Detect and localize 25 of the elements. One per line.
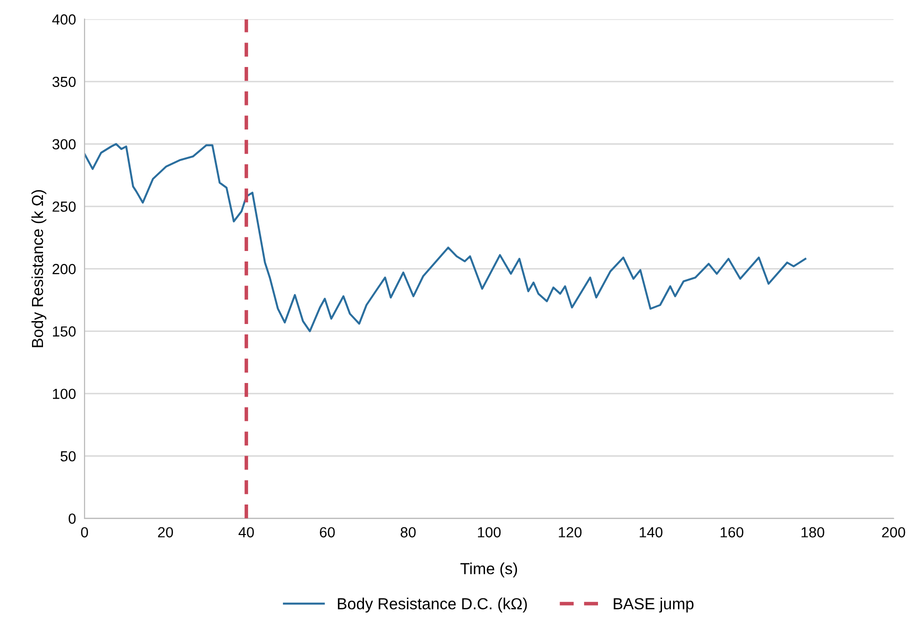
y-tick-label: 150	[52, 326, 76, 337]
x-axis-title: Time (s)	[460, 562, 518, 578]
y-tick-label: 0	[68, 514, 76, 524]
y-tick-label: 300	[52, 139, 76, 150]
y-tick-label: 200	[52, 264, 76, 274]
x-tick-label: 80	[400, 527, 416, 538]
y-tick-label: 350	[52, 76, 76, 88]
x-tick-label: 200	[882, 527, 906, 538]
y-tick-label: 50	[60, 451, 76, 462]
legend-label: BASE jump	[614, 598, 694, 613]
x-tick-label: 60	[320, 527, 335, 538]
x-tick-label: 40	[238, 527, 254, 538]
x-tick-label: 120	[558, 527, 582, 538]
y-tick-label: 400	[52, 14, 76, 25]
line-series	[84, 143, 806, 332]
y-tick-label: 100	[52, 388, 76, 400]
x-tick-label: 180	[802, 527, 824, 538]
x-tick-label: 100	[478, 527, 501, 538]
y-tick-label: 250	[52, 202, 76, 212]
x-tick-label: 20	[158, 527, 173, 538]
x-tick-label: 0	[81, 527, 88, 538]
y-axis-title: Body Resistance (k Ω)	[31, 190, 46, 348]
x-tick-label: 140	[640, 527, 662, 538]
x-tick-label: 160	[720, 527, 744, 538]
legend-label: Body Resistance D.C. (kΩ)	[338, 598, 527, 613]
